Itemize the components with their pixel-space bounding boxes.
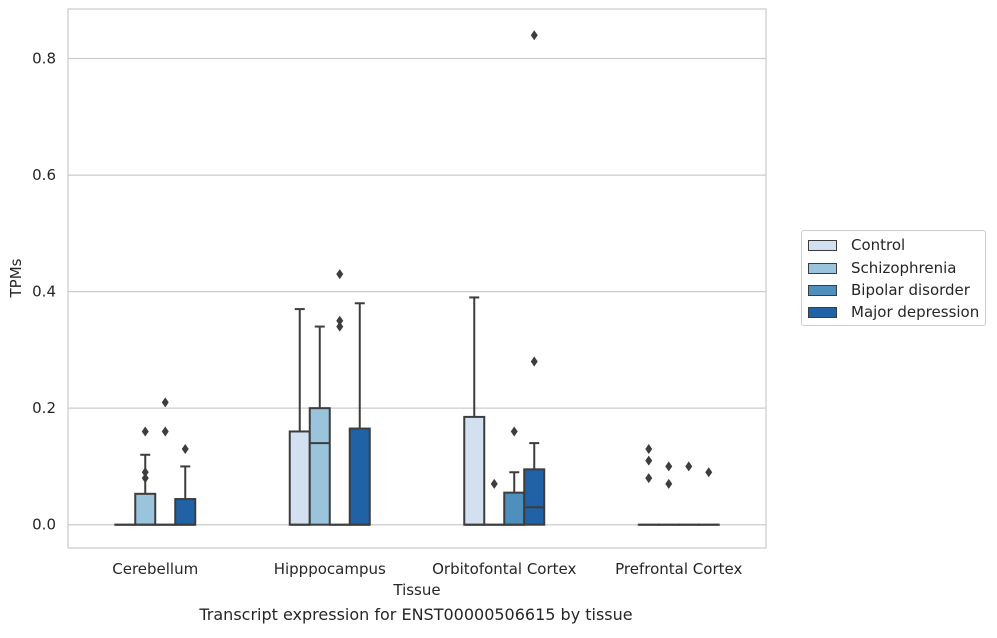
legend-swatch-control (808, 240, 837, 251)
box-body (524, 469, 544, 524)
legend-swatch-schizophrenia (808, 263, 837, 274)
box-body (310, 408, 330, 525)
legend-swatch-major-depression (808, 307, 837, 318)
legend: Control Schizophrenia Bipolar disorder M… (801, 230, 986, 326)
legend-label-bipolar-disorder: Bipolar disorder (851, 281, 970, 299)
legend-item-bipolar-disorder: Bipolar disorder (808, 280, 970, 300)
x-tick-label: Orbitofontal Cortex (432, 560, 576, 578)
legend-label-major-depression: Major depression (851, 303, 979, 321)
y-tick-label: 0.4 (32, 283, 56, 301)
y-tick-labels: 0.0 0.2 0.4 0.6 0.8 (32, 50, 56, 534)
x-axis-label: Tissue (392, 581, 440, 599)
y-axis-label: TPMs (7, 258, 25, 298)
y-tick-label: 0.0 (32, 516, 56, 534)
box-body (290, 431, 310, 524)
legend-item-control: Control (808, 235, 905, 255)
y-tick-label: 0.2 (32, 399, 56, 417)
y-tick-label: 0.6 (32, 166, 56, 184)
box-body (350, 429, 370, 525)
box-body (504, 493, 524, 525)
box-body (175, 499, 195, 525)
box-body (135, 494, 155, 525)
box-body (464, 417, 484, 525)
x-tick-label: Cerebellum (112, 560, 198, 578)
legend-swatch-bipolar-disorder (808, 285, 837, 296)
legend-label-schizophrenia: Schizophrenia (851, 259, 956, 277)
figure-caption: Transcript expression for ENST0000050661… (0, 605, 832, 624)
plot-area (68, 9, 766, 548)
legend-item-major-depression: Major depression (808, 302, 979, 322)
x-tick-label: Prefrontal Cortex (615, 560, 742, 578)
y-tick-label: 0.8 (32, 50, 56, 68)
legend-label-control: Control (851, 236, 905, 254)
x-tick-labels: Cerebellum Hipppocampus Orbitofontal Corte… (112, 560, 742, 578)
legend-item-schizophrenia: Schizophrenia (808, 258, 956, 278)
x-tick-label: Hipppocampus (274, 560, 386, 578)
